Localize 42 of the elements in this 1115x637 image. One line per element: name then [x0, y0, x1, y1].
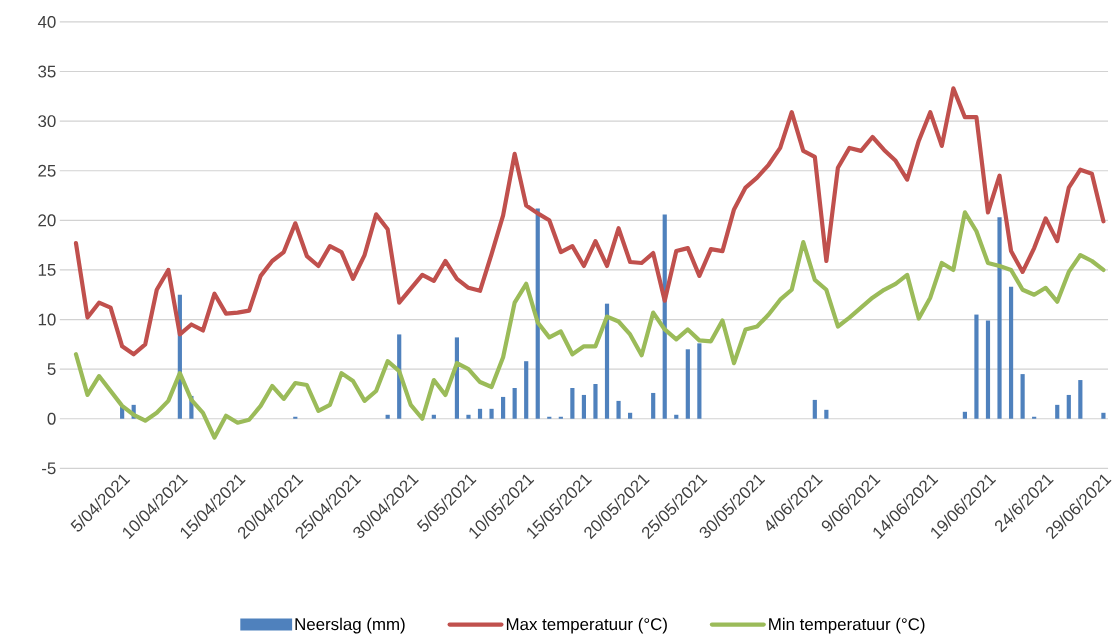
- bar: [1020, 374, 1025, 419]
- bar: [466, 414, 471, 419]
- bar: [685, 349, 690, 419]
- bar: [997, 217, 1002, 419]
- y-tick-label: 20: [38, 214, 56, 227]
- bar: [985, 320, 991, 419]
- bar: [1055, 404, 1060, 419]
- bar: [581, 395, 587, 419]
- bar: [616, 401, 621, 419]
- bar: [674, 414, 679, 419]
- y-tick-label: 25: [38, 164, 56, 177]
- y-tick-label: 35: [38, 65, 56, 78]
- bar: [570, 388, 575, 419]
- legend-label: Neerslag (mm): [295, 617, 405, 634]
- bar: [812, 400, 817, 419]
- bar: [1078, 380, 1083, 419]
- bar: [524, 361, 529, 419]
- bar: [651, 393, 656, 419]
- bar: [1008, 286, 1014, 419]
- bar: [697, 343, 702, 419]
- bar: [385, 414, 390, 419]
- y-tick-label: 5: [47, 363, 56, 376]
- bar: [1101, 412, 1106, 419]
- bar: [1066, 395, 1071, 419]
- y-tick-label: 40: [37, 16, 56, 29]
- bar: [431, 414, 436, 419]
- legend-label: Max temperatuur (°C): [506, 617, 667, 634]
- legend-label: Min temperatuur (°C): [769, 617, 925, 634]
- y-tick-label: 30: [38, 115, 56, 128]
- bar: [489, 408, 494, 419]
- y-tick-label: 15: [38, 264, 56, 276]
- bar: [477, 408, 483, 419]
- bar: [974, 314, 979, 419]
- bar: [501, 397, 506, 419]
- bar: [512, 388, 517, 419]
- y-tick-label: -5: [42, 462, 56, 475]
- bar: [628, 412, 633, 419]
- bar: [824, 409, 829, 419]
- bar: [962, 411, 967, 419]
- bar: [593, 384, 598, 419]
- y-tick-label: 0: [47, 412, 56, 425]
- y-tick-label: 10: [38, 313, 56, 326]
